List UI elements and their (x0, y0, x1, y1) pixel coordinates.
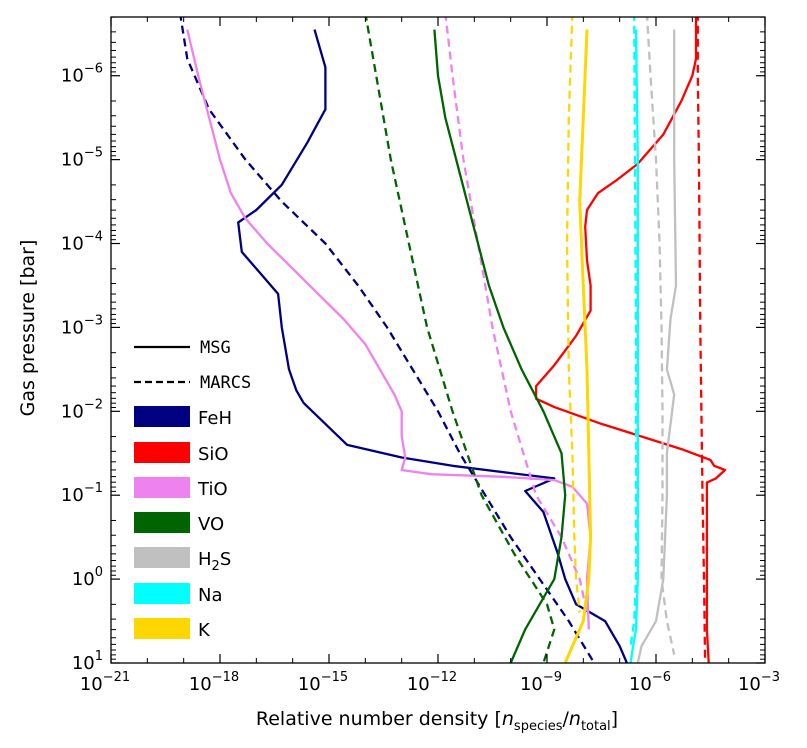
legend-na-label: Na (198, 585, 223, 606)
y-tick-label: 101 (72, 649, 103, 674)
ticks-layer: 10−21 10−18 10−15 10−12 10−9 10−6 10−3 10−6 10−5… (61, 16, 780, 695)
legend-marcs-label: MARCS (200, 373, 251, 393)
series-k-marcs (565, 17, 581, 613)
x-tick-label: 10−3 (738, 670, 780, 695)
legend-sio-label: SiO (198, 444, 229, 465)
y-tick-label: 10−5 (61, 146, 103, 171)
y-tick-label: 10−3 (61, 313, 103, 338)
y-tick-label: 10−1 (61, 481, 103, 506)
x-tick-label: 10−15 (298, 670, 348, 695)
series-k-msg (563, 29, 593, 663)
legend-feh-swatch (134, 406, 190, 427)
x-tick-label: 10−9 (520, 670, 562, 695)
legend-k-label: K (198, 620, 211, 641)
legend-vo-swatch (134, 512, 190, 533)
series-na-msg (629, 29, 639, 663)
legend-msg-label: MSG (200, 338, 231, 358)
y-tick-label: 100 (72, 565, 103, 590)
legend-k-swatch (134, 618, 190, 639)
y-tick-label: 10−6 (61, 62, 103, 87)
x-tick-label: 10−12 (407, 670, 457, 695)
legend-h2s-swatch (134, 547, 190, 568)
legend-h2s-label: H2S (198, 549, 231, 574)
y-axis-label: Gas pressure [bar] (17, 240, 39, 417)
series-feh-marcs (179, 17, 596, 663)
x-tick-label: 10−6 (629, 670, 671, 695)
legend-vo-label: VO (198, 514, 224, 535)
legend: MSG MARCS FeH SiO TiO VO H2S Na K (134, 338, 251, 641)
y-tick-label: 10−4 (61, 230, 103, 255)
series-sio-msg (534, 17, 727, 663)
legend-tio-label: TiO (197, 479, 228, 500)
series-feh-msg (237, 29, 628, 663)
series-h2s-msg (636, 29, 678, 663)
y-tick-label: 10−2 (61, 397, 103, 422)
x-axis-label: Relative number density [nspecies/ntotal… (256, 708, 618, 734)
legend-feh-label: FeH (198, 408, 232, 429)
series-sio-marcs (696, 17, 707, 663)
x-tick-label: 10−21 (80, 670, 130, 695)
series-vo-marcs (364, 17, 556, 663)
series-tio-msg (186, 29, 592, 630)
series-tio-marcs (444, 17, 589, 613)
x-tick-label: 10−18 (189, 670, 239, 695)
series-na-marcs (629, 17, 638, 647)
legend-sio-swatch (134, 442, 190, 463)
series-vo-msg (433, 29, 567, 663)
legend-na-swatch (134, 583, 190, 604)
series-layer (179, 17, 727, 663)
series-h2s-marcs (645, 17, 676, 655)
legend-tio-swatch (134, 477, 190, 498)
